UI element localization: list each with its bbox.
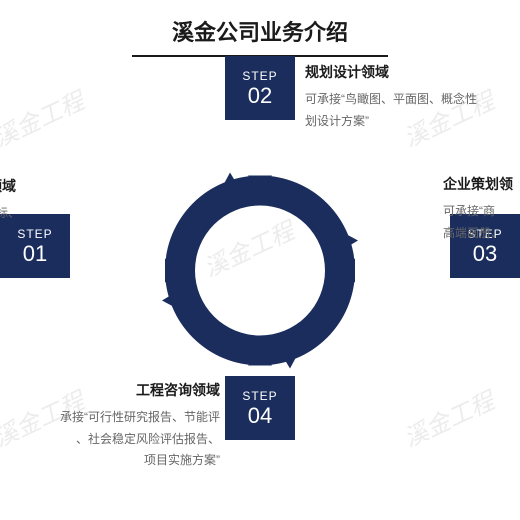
info-block-02: 规划设计领域 可承接“鸟瞰图、平面图、概念性划设计方案” [305,60,515,132]
info-desc: 可承接“商高端画册、 [443,201,520,244]
step-label: STEP [242,389,277,403]
info-block-01: 咨询领域 、工程标、 [0,174,70,225]
info-desc: 可承接“鸟瞰图、平面图、概念性划设计方案” [305,89,515,132]
info-title: 咨询领域 [0,174,70,199]
info-title: 工程咨询领域 [45,378,220,403]
step-number: 01 [23,243,47,265]
step-number: 04 [248,405,272,427]
watermark: 溪金工程 [397,381,499,453]
info-block-03: 企业策划领 可承接“商高端画册、 [443,172,520,244]
info-title: 规划设计领域 [305,60,515,85]
page-title: 溪金公司业务介绍 [132,15,388,57]
step-label: STEP [242,69,277,83]
info-title: 企业策划领 [443,172,520,197]
info-desc: 、工程标、 [0,203,70,225]
step-number: 02 [248,85,272,107]
step-label: STEP [17,227,52,241]
cycle-diagram [155,166,365,376]
info-desc: 承接“可行性研究报告、节能评、社会稳定风险评估报告、项目实施方案” [45,407,220,472]
step-box-02: STEP 02 [225,56,295,120]
cycle-arrows-icon [155,166,365,376]
watermark: 溪金工程 [0,81,89,153]
info-block-04: 工程咨询领域 承接“可行性研究报告、节能评、社会稳定风险评估报告、项目实施方案” [45,378,220,472]
step-number: 03 [473,243,497,265]
step-box-04: STEP 04 [225,376,295,440]
